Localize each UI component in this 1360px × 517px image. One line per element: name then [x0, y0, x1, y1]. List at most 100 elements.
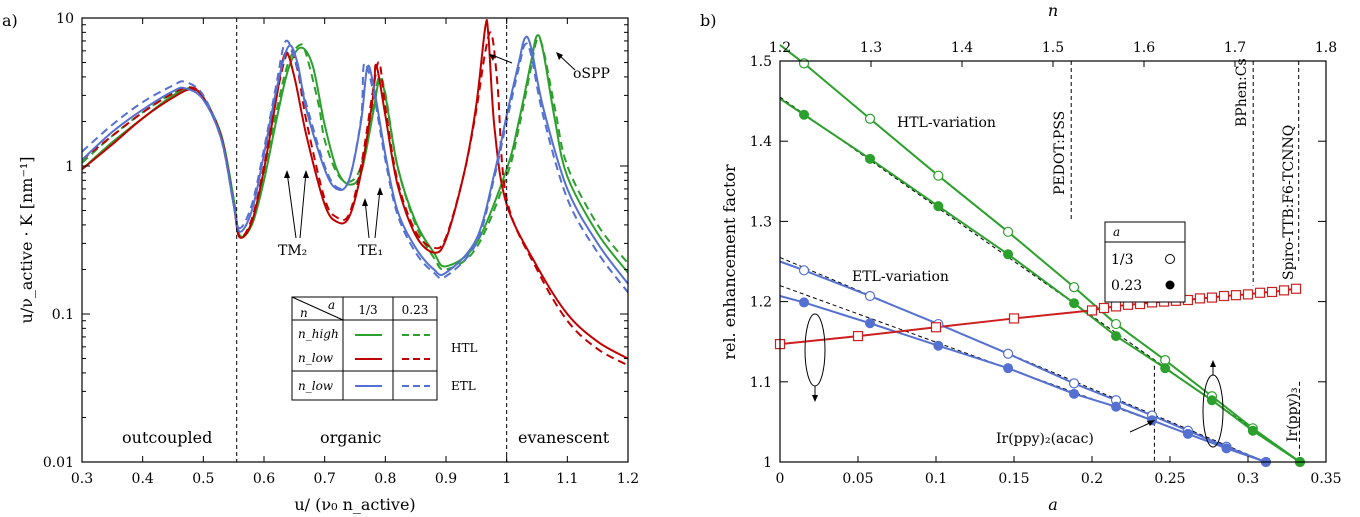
legend-row-n-low-etl: n_low [298, 379, 334, 393]
panel-b-x-ticks: 0 0.05 0.1 0.15 0.2 0.25 0.3 0.35 [776, 456, 1342, 487]
label-irppy2acac: Ir(ppy)₂(acac) [996, 431, 1094, 447]
panel-b-marker-open [1002, 348, 1014, 359]
label-htl-variation: HTL-variation [897, 115, 996, 131]
panel-a-x-axis-label: u/ (ν₀ n_active) [294, 495, 415, 514]
panel-a-legend: n a 1/3 0.23 n_high n_low n_low HTL ETL [291, 296, 477, 401]
panel-a-chart: a) 0.3 0.4 0.5 0.6 0.7 0.8 0.9 1 1.1 1.2 0.01 0.1 1… [2, 11, 639, 514]
panel-a-series-group [82, 18, 628, 367]
panel-b-x-tick-label: 0.35 [1310, 471, 1341, 487]
region-label-evanescent: evanescent [518, 428, 610, 447]
panel-a-x-tick-label: 1.2 [617, 471, 639, 487]
panel-b-marker-filled [1003, 363, 1014, 374]
region-label-organic: organic [320, 428, 381, 447]
panel-a-y-ticks: 0.01 0.1 1 10 [43, 11, 628, 471]
panel-b-top-tick-label: 1.2 [769, 40, 791, 56]
panel-b-marker-filled [1206, 395, 1217, 406]
panel-b-marker-filled [799, 297, 810, 308]
panel-a-y-axis-label: u/ν_active · K [nm⁻¹] [17, 156, 36, 323]
panel-b-x-tick-label: 0.05 [842, 471, 873, 487]
label-etl-variation: ETL-variation [852, 269, 949, 285]
panel-b-marker-filled [933, 340, 944, 351]
panel-b-y-tick-label: 1.3 [750, 214, 772, 230]
panel-b-y-tick-label: 1.5 [750, 54, 772, 70]
panel-b-top-tick-label: 1.8 [1315, 40, 1337, 56]
panel-b-marker-square [852, 330, 864, 342]
panel-b-marker-open [798, 58, 810, 69]
panel-b-marker-square [1098, 302, 1110, 314]
panel-b-y-tick-label: 1 [763, 455, 772, 471]
panel-b-x-tick-label: 0.25 [1154, 471, 1185, 487]
panel-b-marker-open [1068, 378, 1080, 389]
panel-a-frame [81, 17, 629, 463]
panel-b-y-ticks: 1 1.1 1.2 1.3 1.4 1.5 [750, 54, 1326, 471]
label-pedot-pss: PEDOT:PSS [1052, 111, 1068, 195]
label-bphen-cs: BPhen:Cs [1234, 58, 1250, 127]
panel-b-marker-open [1002, 226, 1014, 237]
panel-a-x-tick-label: 0.4 [132, 471, 154, 487]
panel-b-marker-square [930, 322, 942, 333]
panel-b-chart: b) 0 0.05 0.1 0.15 0.2 0.25 0.3 0.35 1.2 1.3 1.4 1… [700, 1, 1342, 514]
panel-b-top-tick-label: 1.3 [860, 40, 882, 56]
panel-b-marker-open [864, 113, 876, 124]
panel-a-x-tick-label: 0.3 [71, 471, 93, 487]
panel-b-marker-filled [1003, 249, 1014, 260]
panel-b-marker-square [1110, 301, 1122, 312]
panel-b-x-tick-label: 0.1 [925, 471, 947, 487]
panel-b-top-axis-label: n [1048, 1, 1058, 20]
annotation-ospp: oSPP [573, 66, 610, 82]
panel-b-marker-filled [1221, 443, 1232, 454]
legend-col-0-23: 0.23 [402, 303, 429, 317]
panel-b-marker-filled [799, 109, 810, 120]
legend-group-etl: ETL [451, 379, 476, 393]
panel-b-marker-filled [1111, 331, 1122, 342]
panel-b-y-tick-label: 1.2 [750, 295, 772, 311]
label-irppy3: Ir(ppy)₃ [1285, 387, 1301, 442]
panel-b-marker-square [1218, 290, 1230, 302]
legend-n-header: n [300, 306, 308, 320]
panel-a-x-tick-label: 0.5 [192, 471, 214, 487]
panel-b-marker-square [1290, 283, 1302, 294]
panel-a-y-tick-label: 0.1 [52, 307, 74, 323]
panel-b-y-tick-label: 1.4 [750, 134, 772, 150]
panel-b-series-group [774, 44, 1306, 468]
panel-b-marker-filled [933, 201, 944, 212]
panel-a-label: a) [2, 11, 18, 30]
panel-a-x-tick-label: 0.7 [314, 471, 336, 487]
panel-b-label: b) [700, 11, 716, 30]
panel-b-marker-filled [1160, 363, 1171, 374]
annotation-te1: TE₁ [358, 243, 383, 259]
panel-b-x-tick-label: 0.2 [1081, 471, 1103, 487]
panel-a-x-ticks: 0.3 0.4 0.5 0.6 0.7 0.8 0.9 1 1.1 1.2 [71, 18, 639, 487]
panel-a-y-tick-label: 1 [65, 159, 74, 175]
panel-b-marker-square [1254, 287, 1266, 298]
panel-b-x-tick-label: 0.3 [1237, 471, 1259, 487]
panel-a-y-tick-label: 0.01 [43, 455, 74, 471]
panel-b-y-tick-label: 1.1 [750, 375, 772, 391]
legend-group-htl: HTL [451, 341, 477, 355]
panel-b-legend: a 1/3 0.23 [1104, 221, 1186, 303]
panel-b-marker-square [1008, 313, 1020, 324]
panel-b-top-tick-label: 1.4 [951, 40, 973, 56]
label-spiro-ttb: Spiro-TTB:F6-TCNNQ [1281, 125, 1297, 280]
panel-b-marker-filled [1069, 388, 1080, 399]
panel-b-y-axis-label: rel. enhancement factor [720, 164, 739, 360]
panel-b-legend-entry-1-3: 1/3 [1111, 252, 1134, 268]
panel-b-legend-title: a [1113, 225, 1120, 239]
panel-b-x-tick-label: 0 [776, 471, 785, 487]
panel-b-marker-square [1086, 305, 1098, 316]
panel-b-top-tick-label: 1.7 [1224, 40, 1246, 56]
panel-b-marker-filled [1182, 428, 1193, 439]
annotation-arrows [284, 52, 576, 239]
panel-b-marker-square [1230, 290, 1242, 301]
panel-b-marker-square [1266, 286, 1278, 298]
legend-a-header: a [328, 298, 335, 312]
panel-b-marker-filled [865, 153, 876, 164]
legend-row-n-high: n_high [298, 327, 339, 341]
panel-b-top-tick-label: 1.5 [1042, 40, 1064, 56]
panel-b-marker-filled [865, 318, 876, 329]
panel-b-marker-open [1110, 318, 1122, 330]
panel-a-x-tick-label: 1 [502, 471, 511, 487]
panel-b-x-tick-label: 0.15 [998, 471, 1029, 487]
panel-b-marker-open [933, 170, 944, 181]
